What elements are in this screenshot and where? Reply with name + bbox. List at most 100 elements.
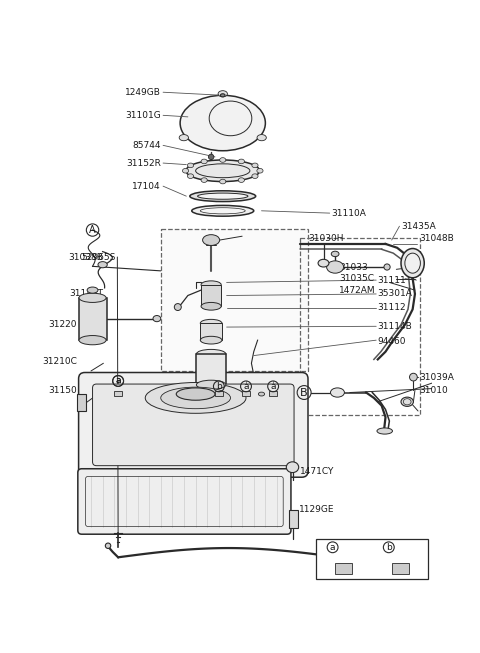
Ellipse shape	[326, 261, 344, 273]
Ellipse shape	[174, 304, 181, 311]
Ellipse shape	[238, 178, 244, 182]
Text: 31039A: 31039A	[419, 373, 454, 381]
Bar	[316, 539, 428, 579]
Ellipse shape	[187, 163, 193, 168]
Ellipse shape	[409, 374, 417, 381]
Ellipse shape	[196, 349, 226, 358]
Text: b: b	[216, 382, 222, 391]
Text: 31435A: 31435A	[401, 222, 436, 231]
Text: 31101C: 31101C	[344, 543, 379, 552]
Ellipse shape	[238, 159, 244, 164]
Text: 31033: 31033	[339, 263, 368, 272]
Bar	[336, 564, 352, 574]
Ellipse shape	[186, 160, 260, 182]
Bar	[288, 509, 298, 528]
Ellipse shape	[192, 206, 254, 216]
Ellipse shape	[203, 234, 220, 246]
Text: b: b	[386, 543, 392, 552]
Ellipse shape	[198, 193, 248, 199]
Text: B: B	[300, 387, 308, 398]
Text: 35301A: 35301A	[378, 289, 413, 298]
Text: 52965S: 52965S	[82, 253, 116, 261]
Ellipse shape	[201, 281, 221, 289]
Bar	[392, 564, 408, 574]
Text: 31150: 31150	[48, 386, 77, 394]
Bar	[196, 354, 226, 385]
Ellipse shape	[153, 315, 161, 322]
Ellipse shape	[190, 191, 256, 202]
Ellipse shape	[161, 387, 230, 409]
Ellipse shape	[200, 336, 222, 344]
Ellipse shape	[377, 428, 393, 434]
Text: 31220: 31220	[48, 320, 77, 329]
Bar	[77, 394, 86, 411]
FancyBboxPatch shape	[79, 372, 308, 477]
Text: 1129GE: 1129GE	[299, 505, 334, 514]
Bar	[161, 229, 308, 371]
Ellipse shape	[200, 208, 245, 214]
Bar	[200, 323, 222, 340]
Ellipse shape	[257, 135, 266, 141]
Ellipse shape	[145, 383, 246, 413]
Text: 31010: 31010	[419, 386, 447, 394]
Text: 31110A: 31110A	[331, 208, 366, 217]
Text: 31143T: 31143T	[70, 289, 103, 298]
Ellipse shape	[200, 319, 222, 327]
Ellipse shape	[208, 154, 214, 159]
Ellipse shape	[344, 541, 349, 546]
Ellipse shape	[257, 168, 263, 173]
Bar	[114, 391, 122, 396]
Ellipse shape	[252, 163, 258, 168]
Text: a: a	[330, 543, 336, 552]
Ellipse shape	[330, 388, 345, 397]
Bar	[242, 391, 250, 396]
FancyBboxPatch shape	[78, 469, 291, 534]
Text: A: A	[89, 225, 96, 235]
Text: 31038B: 31038B	[69, 253, 103, 261]
Ellipse shape	[182, 168, 189, 173]
Text: 31210C: 31210C	[42, 357, 77, 366]
Ellipse shape	[401, 249, 424, 278]
Ellipse shape	[331, 251, 339, 257]
Ellipse shape	[201, 178, 207, 182]
Ellipse shape	[252, 174, 258, 178]
Ellipse shape	[79, 293, 106, 302]
Ellipse shape	[201, 159, 207, 164]
Text: 31048B: 31048B	[419, 234, 454, 243]
Text: 1471CY: 1471CY	[300, 466, 335, 475]
Ellipse shape	[201, 302, 221, 310]
Ellipse shape	[405, 253, 420, 273]
Ellipse shape	[218, 91, 228, 97]
Ellipse shape	[196, 380, 226, 389]
Text: 1249GB: 1249GB	[125, 88, 161, 97]
Ellipse shape	[401, 397, 413, 406]
Ellipse shape	[318, 259, 329, 267]
Ellipse shape	[403, 399, 411, 405]
Ellipse shape	[220, 94, 225, 97]
Ellipse shape	[98, 262, 107, 268]
Text: 94460: 94460	[378, 337, 406, 346]
Text: 31111: 31111	[378, 276, 407, 285]
Text: 31030H: 31030H	[308, 234, 344, 243]
Text: a: a	[270, 382, 276, 391]
Text: 31035C: 31035C	[339, 274, 374, 283]
Text: 31210A: 31210A	[316, 559, 350, 568]
Ellipse shape	[180, 95, 265, 151]
Text: 31112: 31112	[378, 304, 407, 312]
Ellipse shape	[187, 174, 193, 178]
Text: 17104: 17104	[132, 182, 161, 191]
Text: 31152R: 31152R	[126, 159, 161, 168]
Bar	[79, 298, 107, 340]
Ellipse shape	[220, 179, 226, 184]
Ellipse shape	[286, 462, 299, 473]
Ellipse shape	[87, 287, 98, 293]
Bar	[215, 391, 223, 396]
Text: a: a	[115, 377, 121, 385]
Ellipse shape	[105, 543, 111, 549]
Ellipse shape	[384, 264, 390, 270]
Text: a: a	[115, 377, 121, 385]
Text: 85744: 85744	[132, 141, 161, 150]
Ellipse shape	[220, 157, 226, 163]
Text: a: a	[243, 382, 249, 391]
Ellipse shape	[176, 388, 215, 400]
